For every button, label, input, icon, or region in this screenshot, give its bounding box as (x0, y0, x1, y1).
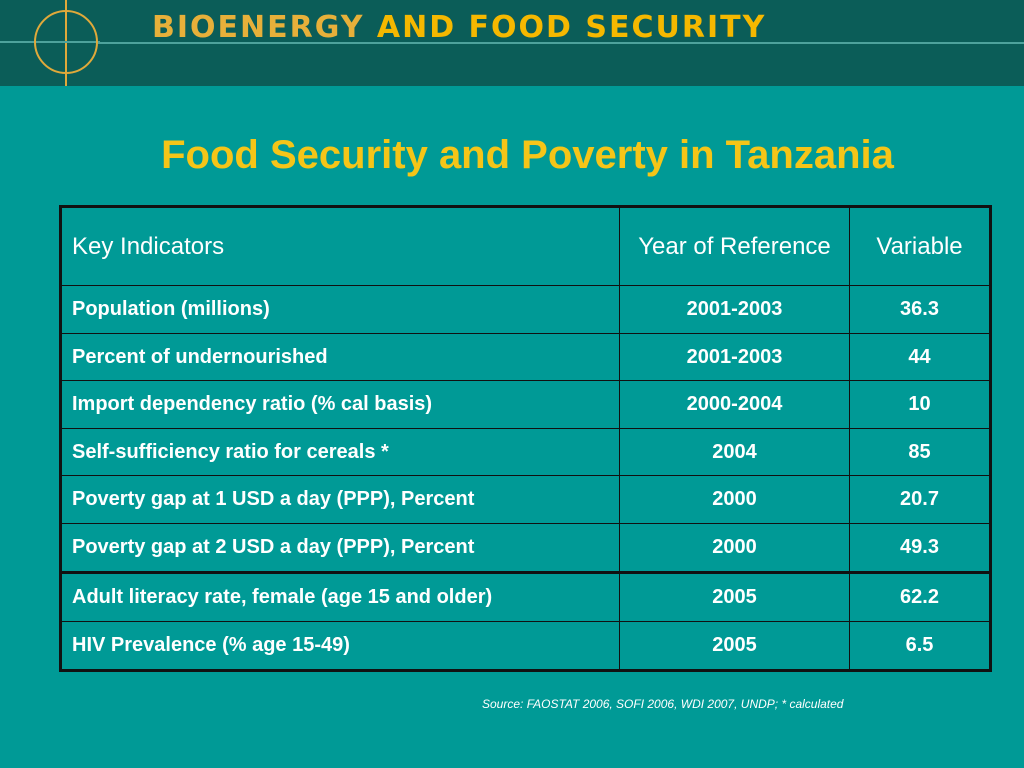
indicator-cell: Import dependency ratio (% cal basis) (60, 380, 620, 429)
indicator-cell: Adult literacy rate, female (age 15 and … (60, 571, 620, 622)
year-cell: 2000-2004 (619, 380, 850, 429)
banner-rule (98, 42, 1024, 44)
year-cell: 2005 (619, 571, 850, 622)
value-cell: 44 (849, 332, 991, 382)
header-variable: Variable (849, 206, 991, 286)
year-cell: 2001-2003 (619, 285, 850, 334)
indicator-cell: Self-sufficiency ratio for cereals * (60, 427, 620, 477)
source-note: Source: FAOSTAT 2006, SOFI 2006, WDI 200… (482, 697, 844, 711)
indicators-table: Key Indicators Year of Reference Variabl… (59, 205, 992, 672)
slide-title: Food Security and Poverty in Tanzania (161, 133, 894, 177)
table-row: Percent of undernourished 2001-2003 44 (60, 332, 991, 382)
header-key-indicators: Key Indicators (60, 206, 620, 286)
header-banner: BIOENERGY AND FOOD SECURITY (0, 0, 1024, 86)
banner-title-part1: BIOENERGY (152, 10, 365, 45)
table-row: Population (millions) 2001-2003 36.3 (60, 285, 991, 334)
indicator-cell: HIV Prevalence (% age 15-49) (60, 620, 620, 672)
table-row: Poverty gap at 2 USD a day (PPP), Percen… (60, 522, 991, 574)
year-cell: 2001-2003 (619, 332, 850, 382)
value-cell: 20.7 (849, 475, 991, 524)
year-cell: 2005 (619, 620, 850, 672)
indicator-cell: Percent of undernourished (60, 332, 620, 382)
value-cell: 62.2 (849, 571, 991, 622)
value-cell: 85 (849, 427, 991, 477)
year-cell: 2004 (619, 427, 850, 477)
banner-title: BIOENERGY AND FOOD SECURITY (152, 10, 766, 46)
value-cell: 36.3 (849, 285, 991, 334)
circle-logo-icon (0, 0, 100, 86)
table-row: Import dependency ratio (% cal basis) 20… (60, 380, 991, 429)
table-row: Self-sufficiency ratio for cereals * 200… (60, 427, 991, 477)
table-row: HIV Prevalence (% age 15-49) 2005 6.5 (60, 620, 991, 672)
year-cell: 2000 (619, 522, 850, 574)
table-row: Adult literacy rate, female (age 15 and … (60, 571, 991, 622)
value-cell: 49.3 (849, 522, 991, 574)
indicator-cell: Population (millions) (60, 285, 620, 334)
banner-title-part2: AND FOOD SECURITY (376, 10, 767, 45)
table-row: Poverty gap at 1 USD a day (PPP), Percen… (60, 475, 991, 524)
value-cell: 10 (849, 380, 991, 429)
value-cell: 6.5 (849, 620, 991, 672)
indicator-cell: Poverty gap at 2 USD a day (PPP), Percen… (60, 522, 620, 574)
table-header-row: Key Indicators Year of Reference Variabl… (60, 206, 991, 286)
year-cell: 2000 (619, 475, 850, 524)
indicator-cell: Poverty gap at 1 USD a day (PPP), Percen… (60, 475, 620, 524)
header-year-of-reference: Year of Reference (619, 206, 850, 286)
